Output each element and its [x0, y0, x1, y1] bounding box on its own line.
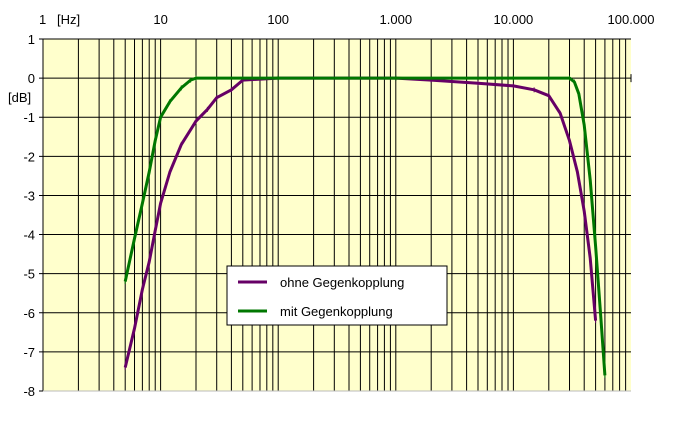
x-tick-label: 10.000	[494, 12, 534, 27]
legend-label-ohne: ohne Gegenkopplung	[280, 275, 404, 290]
x-tick-label: 100	[267, 12, 289, 27]
y-tick-label: 1	[28, 32, 35, 47]
y-tick-label: -8	[23, 384, 35, 399]
y-axis-label: [dB]	[8, 90, 31, 105]
x-tick-label: 100.000	[608, 12, 655, 27]
x-tick-label: 10	[153, 12, 167, 27]
y-tick-label: -3	[23, 188, 35, 203]
legend-box	[226, 265, 448, 326]
y-tick-labels: 1 0 -1 -2 -3 -4 -5 -6 -7 -8	[23, 32, 35, 399]
y-tick-label: -4	[23, 228, 35, 243]
x-tick-label: 1.000	[380, 12, 413, 27]
y-tick-label: -5	[23, 267, 35, 282]
y-tick-label: -6	[23, 306, 35, 321]
y-tick-label: -2	[23, 149, 35, 164]
y-tick-label: -1	[23, 110, 35, 125]
y-tick-label: -7	[23, 345, 35, 360]
series-lines	[123, 75, 607, 378]
y-tick-label: 0	[28, 71, 35, 86]
legend-label-mit: mit Gegenkopplung	[280, 304, 393, 319]
legend: ohne Gegenkopplung mit Gegenkopplung	[226, 265, 448, 326]
x-axis-label: [Hz]	[57, 12, 80, 27]
axes	[42, 39, 632, 392]
x-tick-label: 1	[39, 12, 46, 27]
gridlines	[39, 38, 631, 392]
x-tick-labels: 1 10 100 1.000 10.000 100.000	[39, 12, 655, 27]
